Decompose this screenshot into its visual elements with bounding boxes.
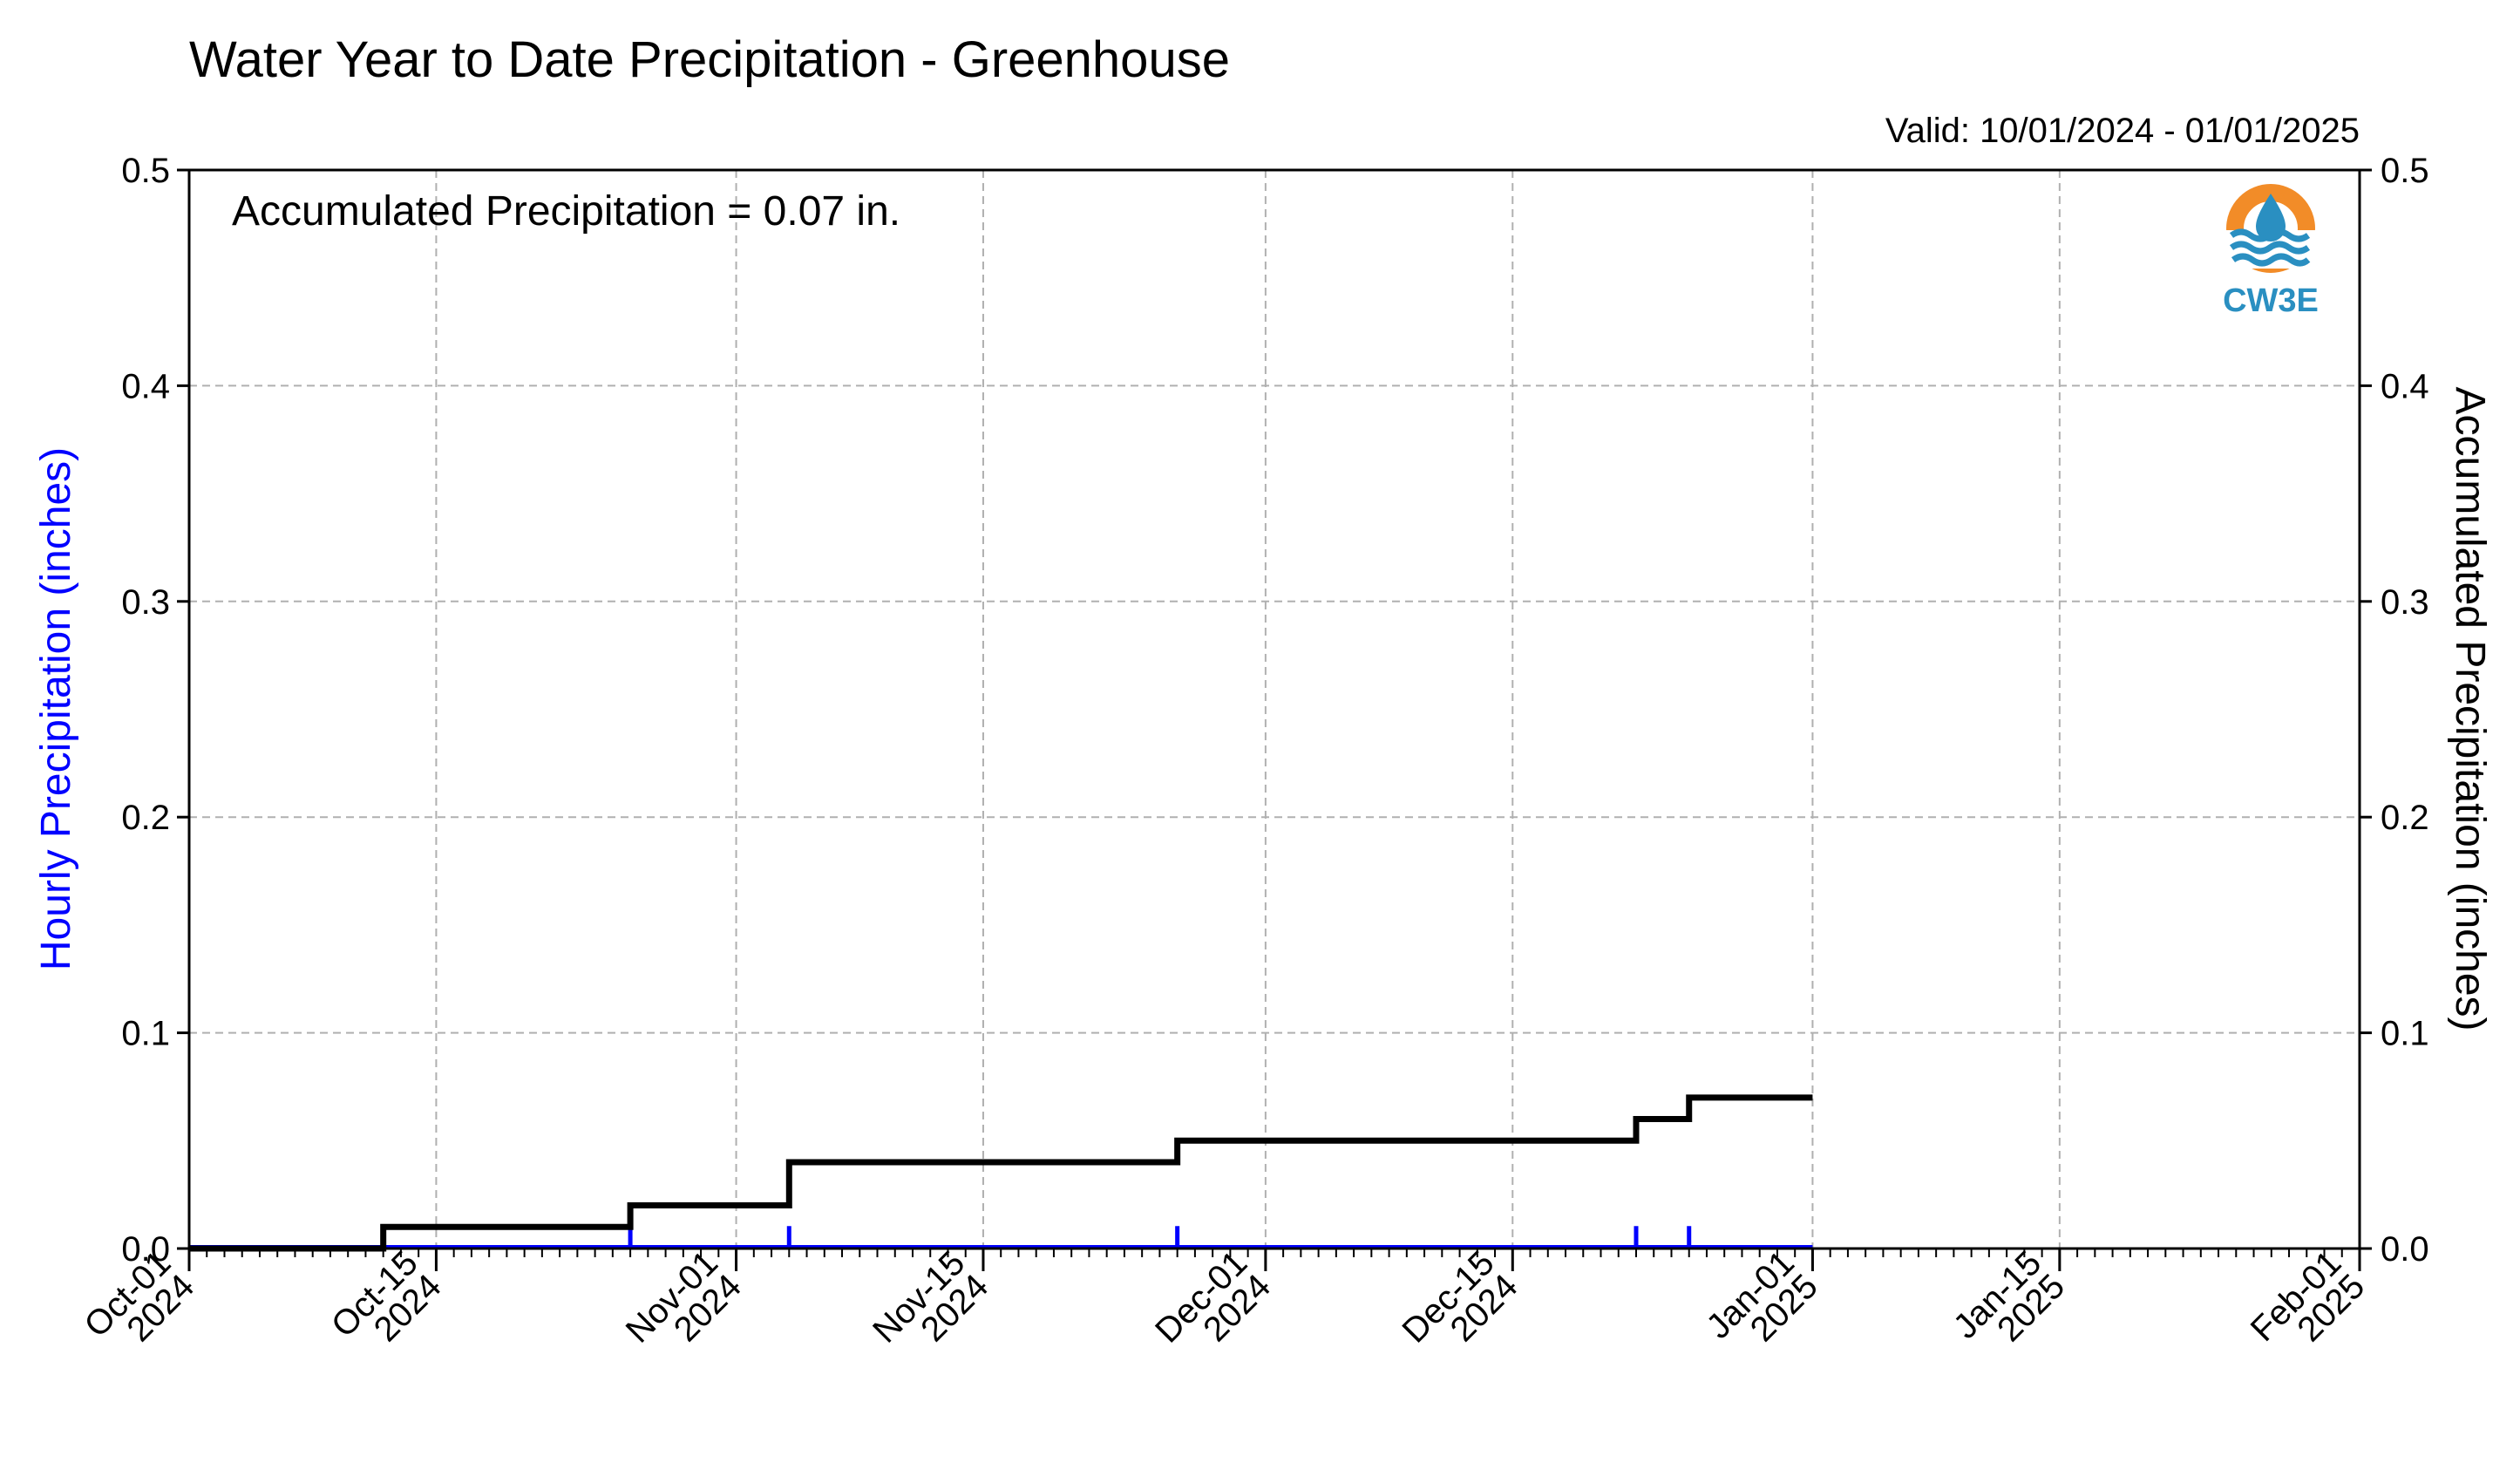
cw3e-logo: CW3E xyxy=(2223,184,2319,319)
water-drop-icon xyxy=(2256,194,2286,242)
accumulated-precip-series xyxy=(189,1094,1813,1252)
y-tick-label-right: 0.5 xyxy=(2381,152,2429,190)
plot-frame xyxy=(187,168,2361,1250)
y-tick-label-left: 0.5 xyxy=(121,152,170,190)
accumulated-precip-line xyxy=(189,1094,1813,1252)
y-tick-label-left: 0.1 xyxy=(121,1015,170,1053)
y-ticks: 0.0 0.0 0.1 0.1 0.2 0.2 0.3 0.3 0.4 0.4 0.5 0.5 xyxy=(121,152,2428,1269)
logo-text: CW3E xyxy=(2223,282,2319,319)
y-tick-label-right: 0.1 xyxy=(2381,1015,2429,1053)
y-tick-label-left: 0.4 xyxy=(121,367,170,405)
accumulated-total-annotation: Accumulated Precipitation = 0.07 in. xyxy=(232,188,900,235)
y-tick-label-right: 0.4 xyxy=(2381,367,2429,405)
chart-title: Water Year to Date Precipitation - Green… xyxy=(189,31,1230,88)
y-tick-label-right: 0.0 xyxy=(2381,1230,2429,1269)
y-axis-label-left: Hourly Precipitation (inches) xyxy=(33,447,79,970)
y-tick-label-right: 0.3 xyxy=(2381,583,2429,622)
y-axis-label-right: Accumulated Precipitation (inches) xyxy=(2447,386,2493,1031)
valid-date-range: Valid: 10/01/2024 - 01/01/2025 xyxy=(1885,112,2360,150)
y-tick-label-left: 0.3 xyxy=(121,583,170,622)
grid-lines xyxy=(189,170,2360,1249)
y-tick-label-left: 0.2 xyxy=(121,799,170,837)
y-tick-label-left: 0.0 xyxy=(121,1230,170,1269)
y-tick-label-right: 0.2 xyxy=(2381,799,2429,837)
